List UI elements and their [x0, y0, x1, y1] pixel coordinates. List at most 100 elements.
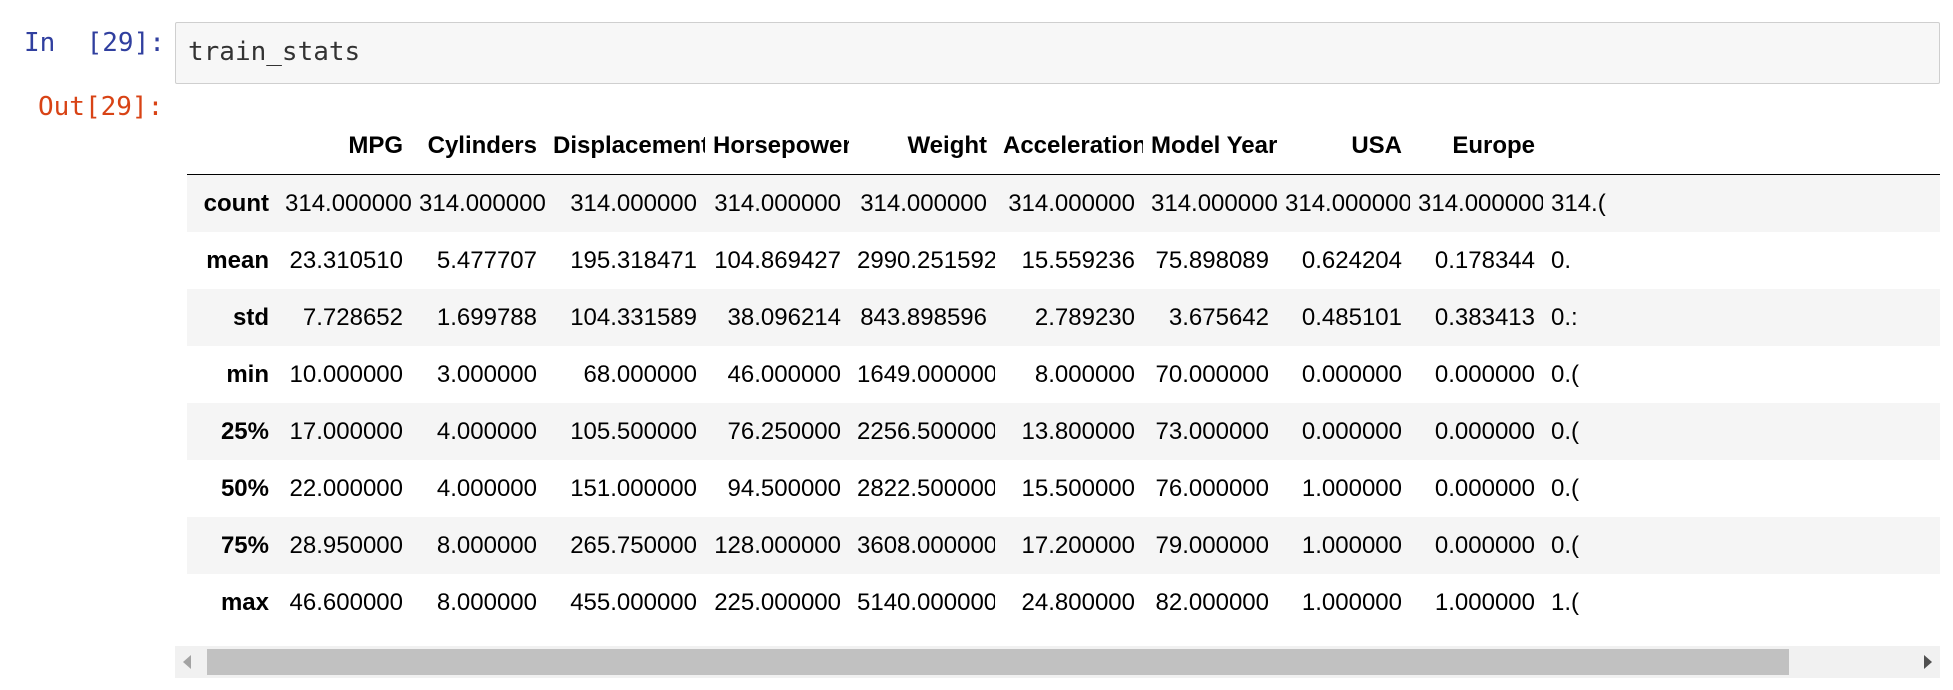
- table-cell: 0.:: [1551, 303, 1578, 331]
- table-cell: 38.096214: [727, 303, 841, 331]
- index-header: [187, 118, 277, 175]
- table-cell: 455.000000: [570, 588, 697, 616]
- table-cell: 94.500000: [727, 474, 841, 502]
- table-cell: 76.000000: [1155, 474, 1269, 502]
- table-cell: 151.000000: [570, 474, 697, 502]
- table-cell: 5140.000000: [857, 588, 995, 616]
- table-cell: 68.000000: [583, 360, 697, 388]
- table-cell: 10.000000: [289, 360, 403, 388]
- table-row: count 314.000000 314.000000 314.000000 314.0…: [187, 174, 1940, 232]
- row-label: mean: [206, 246, 269, 274]
- table-cell: 3608.000000: [857, 531, 995, 559]
- table-cell: 2822.500000: [857, 474, 995, 502]
- table-cell: 76.250000: [727, 417, 841, 445]
- table-cell: 195.318471: [570, 246, 697, 274]
- table-cell: 4.000000: [436, 474, 537, 502]
- column-header: MPG: [277, 118, 411, 175]
- column-header: Weight: [849, 118, 995, 175]
- column-header: USA: [1277, 118, 1410, 175]
- table-cell: 104.869427: [714, 246, 841, 274]
- table-cell: 28.950000: [289, 531, 403, 559]
- table-cell: 5.477707: [436, 246, 537, 274]
- table-cell: 314.000000: [1008, 189, 1135, 217]
- table-cell: 314.000000: [570, 189, 697, 217]
- table-cell: 314.000000: [419, 189, 545, 217]
- table-cell: 3.000000: [436, 360, 537, 388]
- table-cell: 1.000000: [1301, 531, 1402, 559]
- table-cell: 15.559236: [1021, 246, 1135, 274]
- table-row: 75% 28.950000 8.000000 265.750000 128.000000…: [187, 517, 1940, 574]
- row-label: 75%: [220, 531, 269, 559]
- table-cell: 0.000000: [1434, 474, 1535, 502]
- table-cell: 0.000000: [1434, 417, 1535, 445]
- table-cell: 0.000000: [1434, 360, 1535, 388]
- table-row: mean 23.310510 5.477707 195.318471 104.86942…: [187, 232, 1940, 289]
- table-cell: 843.898596: [860, 303, 987, 331]
- table-cell: 8.000000: [436, 531, 537, 559]
- table-cell: 225.000000: [714, 588, 841, 616]
- column-header: Acceleration: [995, 118, 1143, 175]
- table-cell: 1.(: [1551, 588, 1580, 616]
- column-header: Europe: [1410, 118, 1543, 175]
- row-label: std: [233, 303, 269, 331]
- table-cell: 1649.000000: [857, 360, 995, 388]
- table-cell: 0.485101: [1301, 303, 1402, 331]
- input-prompt: In [29]:: [24, 28, 165, 58]
- output-area: MPG Cylinders Displacement Horsepower Weight…: [175, 118, 1940, 638]
- table-cell: 0.: [1551, 246, 1572, 274]
- table-cell: 22.000000: [289, 474, 403, 502]
- table-cell: 104.331589: [570, 303, 697, 331]
- table-cell: 265.750000: [570, 531, 697, 559]
- arrow-left-icon[interactable]: [183, 655, 191, 669]
- table-cell: 1.000000: [1434, 588, 1535, 616]
- table-cell: 4.000000: [436, 417, 537, 445]
- table-cell: 0.000000: [1301, 417, 1402, 445]
- table-cell: 79.000000: [1155, 531, 1269, 559]
- row-label: max: [220, 588, 269, 616]
- table-cell: 2256.500000: [857, 417, 995, 445]
- table-cell: 70.000000: [1155, 360, 1269, 388]
- table-cell: 23.310510: [289, 246, 403, 274]
- code-text: train_stats: [188, 37, 361, 67]
- table-cell: 105.500000: [570, 417, 697, 445]
- scrollbar-thumb[interactable]: [207, 649, 1789, 675]
- header-row: MPG Cylinders Displacement Horsepower Weight…: [187, 118, 1940, 175]
- row-label: min: [226, 360, 269, 388]
- column-header: Displacement: [545, 118, 705, 175]
- table-row: min 10.000000 3.000000 68.000000 46.000000 16…: [187, 346, 1940, 403]
- table-cell: 75.898089: [1155, 246, 1269, 274]
- table-cell: 314.000000: [714, 189, 841, 217]
- table-cell: 15.500000: [1021, 474, 1135, 502]
- table-cell: 8.000000: [1034, 360, 1135, 388]
- table-cell: 1.000000: [1301, 474, 1402, 502]
- row-label: 25%: [220, 417, 269, 445]
- dataframe-table: MPG Cylinders Displacement Horsepower Weight…: [187, 118, 1940, 631]
- table-cell: 17.000000: [289, 417, 403, 445]
- table-cell: 0.(: [1551, 360, 1580, 388]
- table-cell: 314.000000: [1285, 189, 1410, 217]
- table-cell: 7.728652: [302, 303, 403, 331]
- table-row: std 7.728652 1.699788 104.331589 38.096214 84…: [187, 289, 1940, 346]
- table-cell: 17.200000: [1021, 531, 1135, 559]
- table-cell: 73.000000: [1155, 417, 1269, 445]
- table-row: 50% 22.000000 4.000000 151.000000 94.500000 2…: [187, 460, 1940, 517]
- table-cell: 0.(: [1551, 531, 1580, 559]
- code-editor[interactable]: train_stats: [175, 22, 1940, 84]
- table-cell: 2.789230: [1034, 303, 1135, 331]
- column-header: Model Year: [1143, 118, 1277, 175]
- table-cell: 0.000000: [1434, 531, 1535, 559]
- row-label: count: [203, 189, 269, 217]
- table-cell: 314.000000: [860, 189, 987, 217]
- table-cell: 1.000000: [1301, 588, 1402, 616]
- table-cell: 8.000000: [436, 588, 537, 616]
- table-cell: 128.000000: [714, 531, 841, 559]
- arrow-right-icon[interactable]: [1924, 655, 1932, 669]
- table-cell: 3.675642: [1168, 303, 1269, 331]
- input-cell: In [29]: train_stats: [0, 10, 1953, 84]
- horizontal-scrollbar[interactable]: [175, 646, 1940, 678]
- table-cell: 314.(: [1551, 189, 1606, 217]
- column-header: Horsepower: [705, 118, 849, 175]
- table-cell: 0.178344: [1434, 246, 1535, 274]
- table-cell: 46.600000: [289, 588, 403, 616]
- column-header: Cylinders: [411, 118, 545, 175]
